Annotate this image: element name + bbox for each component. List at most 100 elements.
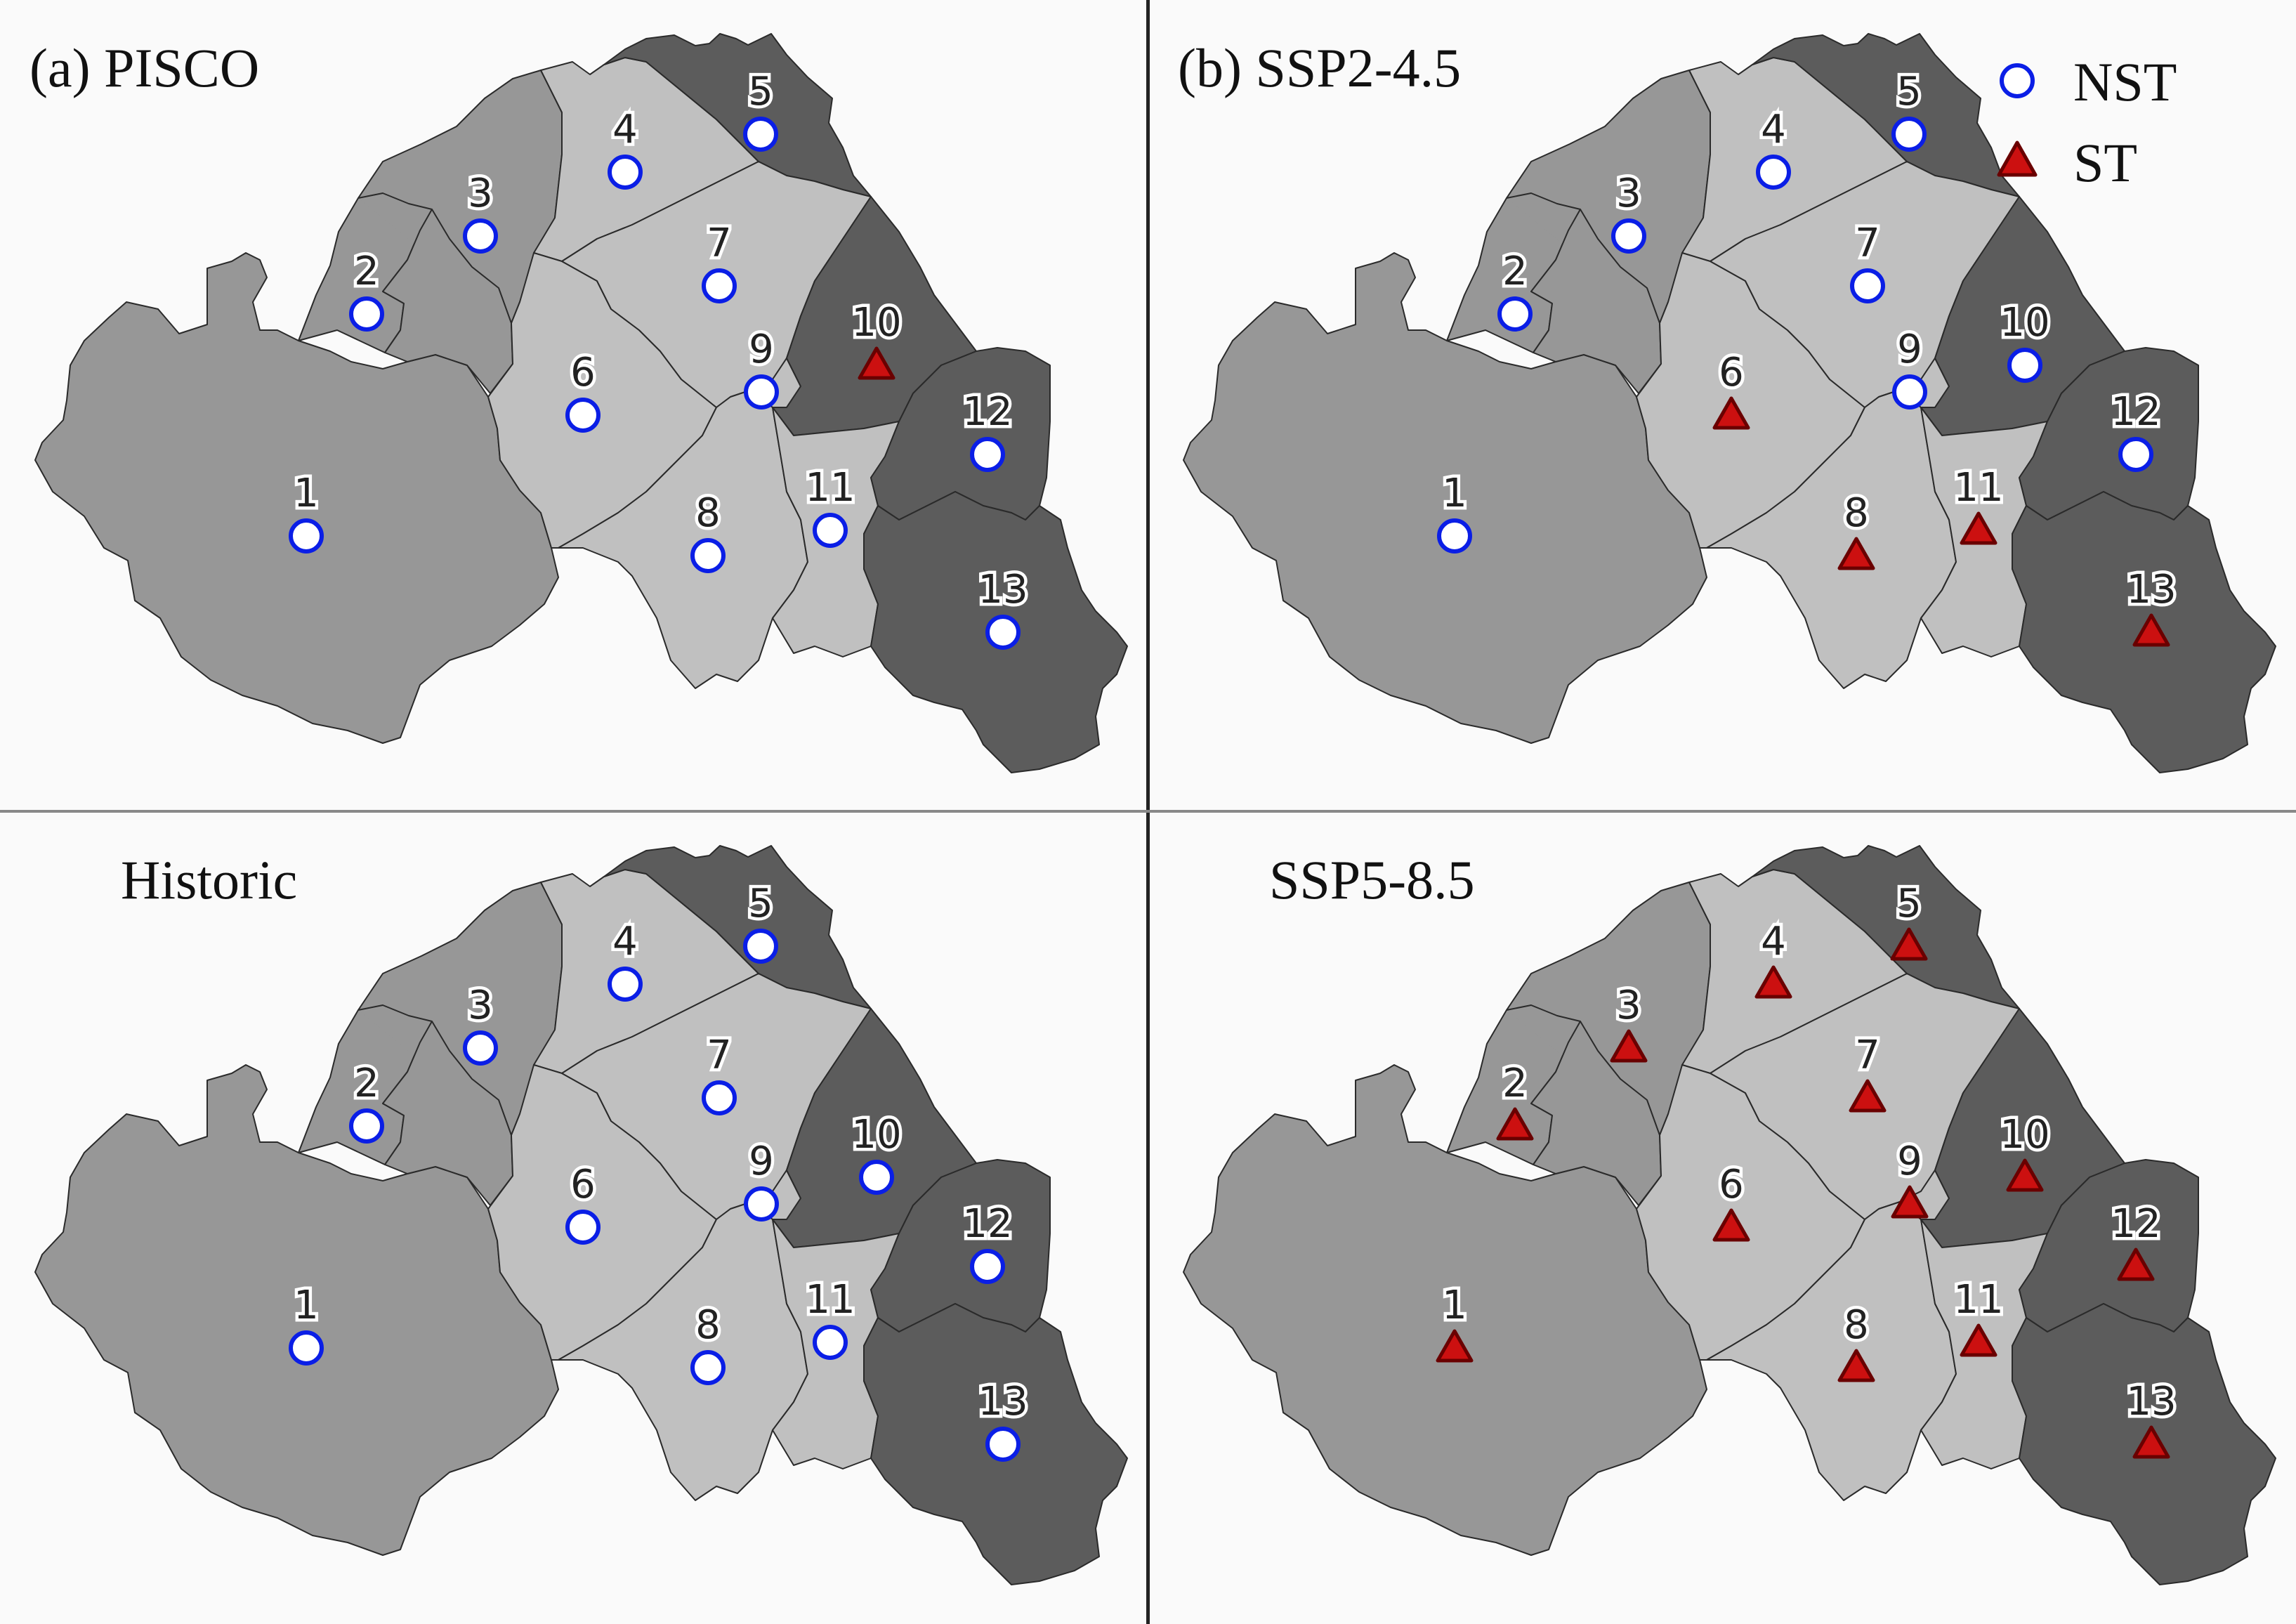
- panel-title: (a) PISCO: [29, 37, 260, 98]
- station-label: 11: [805, 1277, 855, 1323]
- st-triangle-icon: [2006, 1158, 2044, 1192]
- panel-divider-horizontal: [0, 810, 2296, 813]
- station-5: 5: [1890, 878, 1928, 961]
- station-label: 12: [962, 389, 1012, 435]
- station-label: 11: [1953, 465, 2003, 511]
- panel-historic: 1 2 3 4 5 6 7 8 9 10 11 12 13 Historic: [0, 812, 1148, 1624]
- station-3: 3: [463, 168, 498, 254]
- panel-title: SSP5-8.5: [1269, 849, 1475, 910]
- st-triangle-icon: [1754, 965, 1792, 999]
- station-3: 3: [1611, 168, 1646, 254]
- station-label: 5: [1896, 69, 1922, 114]
- station-label: 1: [294, 471, 319, 516]
- nst-circle-icon: [2118, 437, 2153, 472]
- nst-circle-icon: [349, 1108, 384, 1144]
- st-triangle-icon: [2132, 1425, 2170, 1459]
- st-triangle-icon: [1960, 1323, 1997, 1357]
- station-2: 2: [1497, 246, 1533, 332]
- nst-circle-icon: [2000, 63, 2035, 98]
- station-11: 11: [802, 1274, 858, 1360]
- nst-circle-icon: [743, 117, 778, 152]
- station-label: 4: [1761, 919, 1786, 964]
- station-11: 11: [1950, 462, 2007, 545]
- st-triangle-icon: [1712, 396, 1750, 430]
- station-8: 8: [1837, 487, 1875, 570]
- legend: NST ST: [1961, 51, 2256, 193]
- station-3: 3: [463, 980, 498, 1066]
- st-triangle-icon: [1997, 140, 2038, 177]
- station-13: 13: [975, 564, 1031, 650]
- st-triangle-icon: [858, 346, 896, 380]
- station-label: 10: [2000, 300, 2049, 346]
- station-2: 2: [1496, 1058, 1534, 1141]
- station-label: 1: [1442, 1283, 1467, 1328]
- station-12: 12: [2108, 1198, 2164, 1281]
- nst-circle-icon: [1891, 117, 1927, 152]
- station-label: 4: [612, 919, 638, 964]
- nst-circle-icon: [1611, 218, 1646, 254]
- station-7: 7: [1849, 1030, 1887, 1113]
- station-9: 9: [1891, 1136, 1929, 1219]
- station-4: 4: [1756, 104, 1791, 190]
- station-label: 3: [468, 983, 493, 1028]
- station-label: 5: [1896, 881, 1922, 926]
- nst-circle-icon: [349, 296, 384, 332]
- station-10: 10: [1997, 297, 2053, 383]
- station-7: 7: [702, 218, 737, 303]
- nst-circle-icon: [970, 437, 1005, 472]
- station-label: 5: [748, 881, 773, 926]
- nst-circle-icon: [744, 374, 779, 410]
- station-label: 13: [2126, 1379, 2176, 1425]
- nst-circle-icon: [702, 1080, 737, 1115]
- nst-circle-icon: [2007, 348, 2042, 383]
- station-1: 1: [289, 468, 324, 554]
- legend-item-st: ST: [1961, 131, 2256, 195]
- nst-circle-icon: [463, 1030, 498, 1066]
- station-3: 3: [1610, 980, 1648, 1063]
- st-triangle-icon: [2117, 1248, 2155, 1281]
- station-label: 2: [354, 249, 379, 294]
- station-label: 8: [1844, 1302, 1869, 1348]
- legend-label: ST: [2073, 132, 2138, 193]
- station-label: 8: [695, 1302, 721, 1348]
- station-label: 1: [1442, 471, 1467, 516]
- station-label: 2: [354, 1061, 379, 1106]
- station-4: 4: [608, 104, 643, 190]
- station-label: 9: [749, 1139, 774, 1184]
- station-12: 12: [2108, 386, 2164, 472]
- station-4: 4: [608, 916, 643, 1002]
- nst-circle-icon: [1850, 268, 1885, 303]
- station-label: 10: [851, 1112, 901, 1158]
- nst-circle-icon: [565, 398, 601, 433]
- station-label: 6: [1719, 1162, 1744, 1207]
- nst-circle-icon: [970, 1249, 1005, 1284]
- nst-circle-icon: [813, 513, 848, 548]
- nst-circle-icon: [813, 1325, 848, 1360]
- station-12: 12: [959, 386, 1016, 472]
- st-triangle-icon: [1849, 1079, 1887, 1113]
- station-2: 2: [349, 1058, 384, 1144]
- station-label: 11: [805, 465, 855, 511]
- station-7: 7: [1850, 218, 1885, 303]
- station-1: 1: [1437, 468, 1472, 554]
- station-label: 2: [1502, 1061, 1528, 1106]
- station-13: 13: [975, 1376, 1031, 1462]
- station-8: 8: [690, 487, 726, 573]
- nst-circle-icon: [743, 929, 778, 964]
- station-6: 6: [565, 347, 601, 433]
- station-label: 4: [612, 107, 638, 152]
- station-9: 9: [744, 1136, 779, 1222]
- nst-circle-icon: [565, 1210, 601, 1245]
- st-triangle-icon: [1890, 927, 1928, 961]
- station-label: 4: [1761, 107, 1786, 152]
- station-12: 12: [959, 1198, 1016, 1284]
- nst-circle-icon: [608, 155, 643, 190]
- station-13: 13: [2123, 1376, 2179, 1459]
- nst-circle-icon: [1497, 296, 1533, 332]
- st-triangle-icon: [1837, 1349, 1875, 1382]
- st-triangle-icon: [1610, 1029, 1648, 1063]
